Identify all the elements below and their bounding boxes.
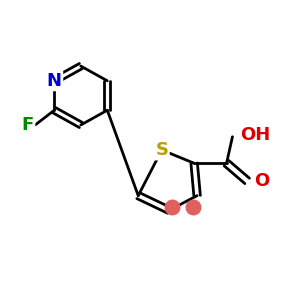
Text: O: O (254, 172, 270, 190)
Text: OH: OH (240, 126, 270, 144)
Point (170, 205, 175, 210)
Point (190, 205, 195, 210)
Text: F: F (22, 116, 34, 134)
Text: S: S (155, 141, 168, 159)
Text: N: N (47, 72, 62, 90)
